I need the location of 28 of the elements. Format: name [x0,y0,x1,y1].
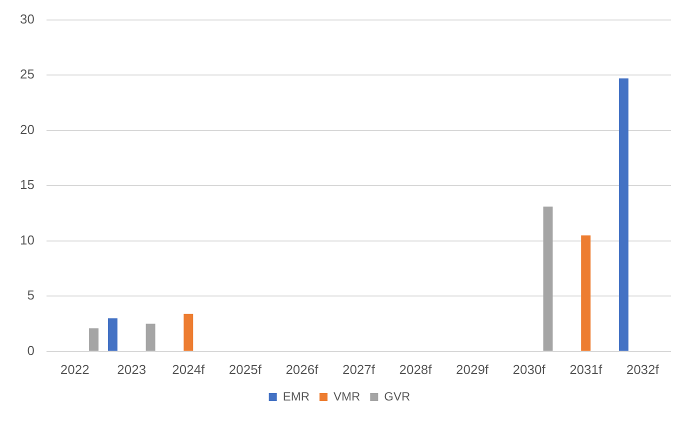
y-tick-label: 30 [20,11,34,26]
y-tick-label: 10 [20,232,34,248]
bar [581,235,591,351]
x-tick-label: 2028f [399,362,432,377]
y-tick-label: 25 [20,66,34,82]
y-tick-label: 20 [20,122,34,137]
x-tick-label: 2032f [626,362,660,377]
bar [184,314,194,351]
bar [108,318,118,351]
y-tick-label: 5 [27,288,34,303]
x-tick-label: 2029f [456,362,489,377]
x-tick-label: 2025f [228,362,262,377]
x-tick-label: 2024f [172,362,206,377]
bar [146,324,156,351]
bar [543,206,553,351]
x-tick-label: 2023 [117,362,146,377]
y-tick-label: 15 [20,177,34,192]
legend-label: GVR [384,389,410,404]
x-tick-label: 2022 [60,362,90,377]
bar [618,78,628,351]
legend-label: VMR [334,389,360,404]
x-tick-label: 2031f [570,362,602,377]
x-tick-label: 2026f [286,362,319,377]
bar [89,328,99,351]
y-tick-label: 0 [27,342,34,358]
x-tick-label: 2027f [342,362,376,377]
x-tick-label: 2030f [512,362,546,377]
legend-label: EMR [282,389,310,404]
